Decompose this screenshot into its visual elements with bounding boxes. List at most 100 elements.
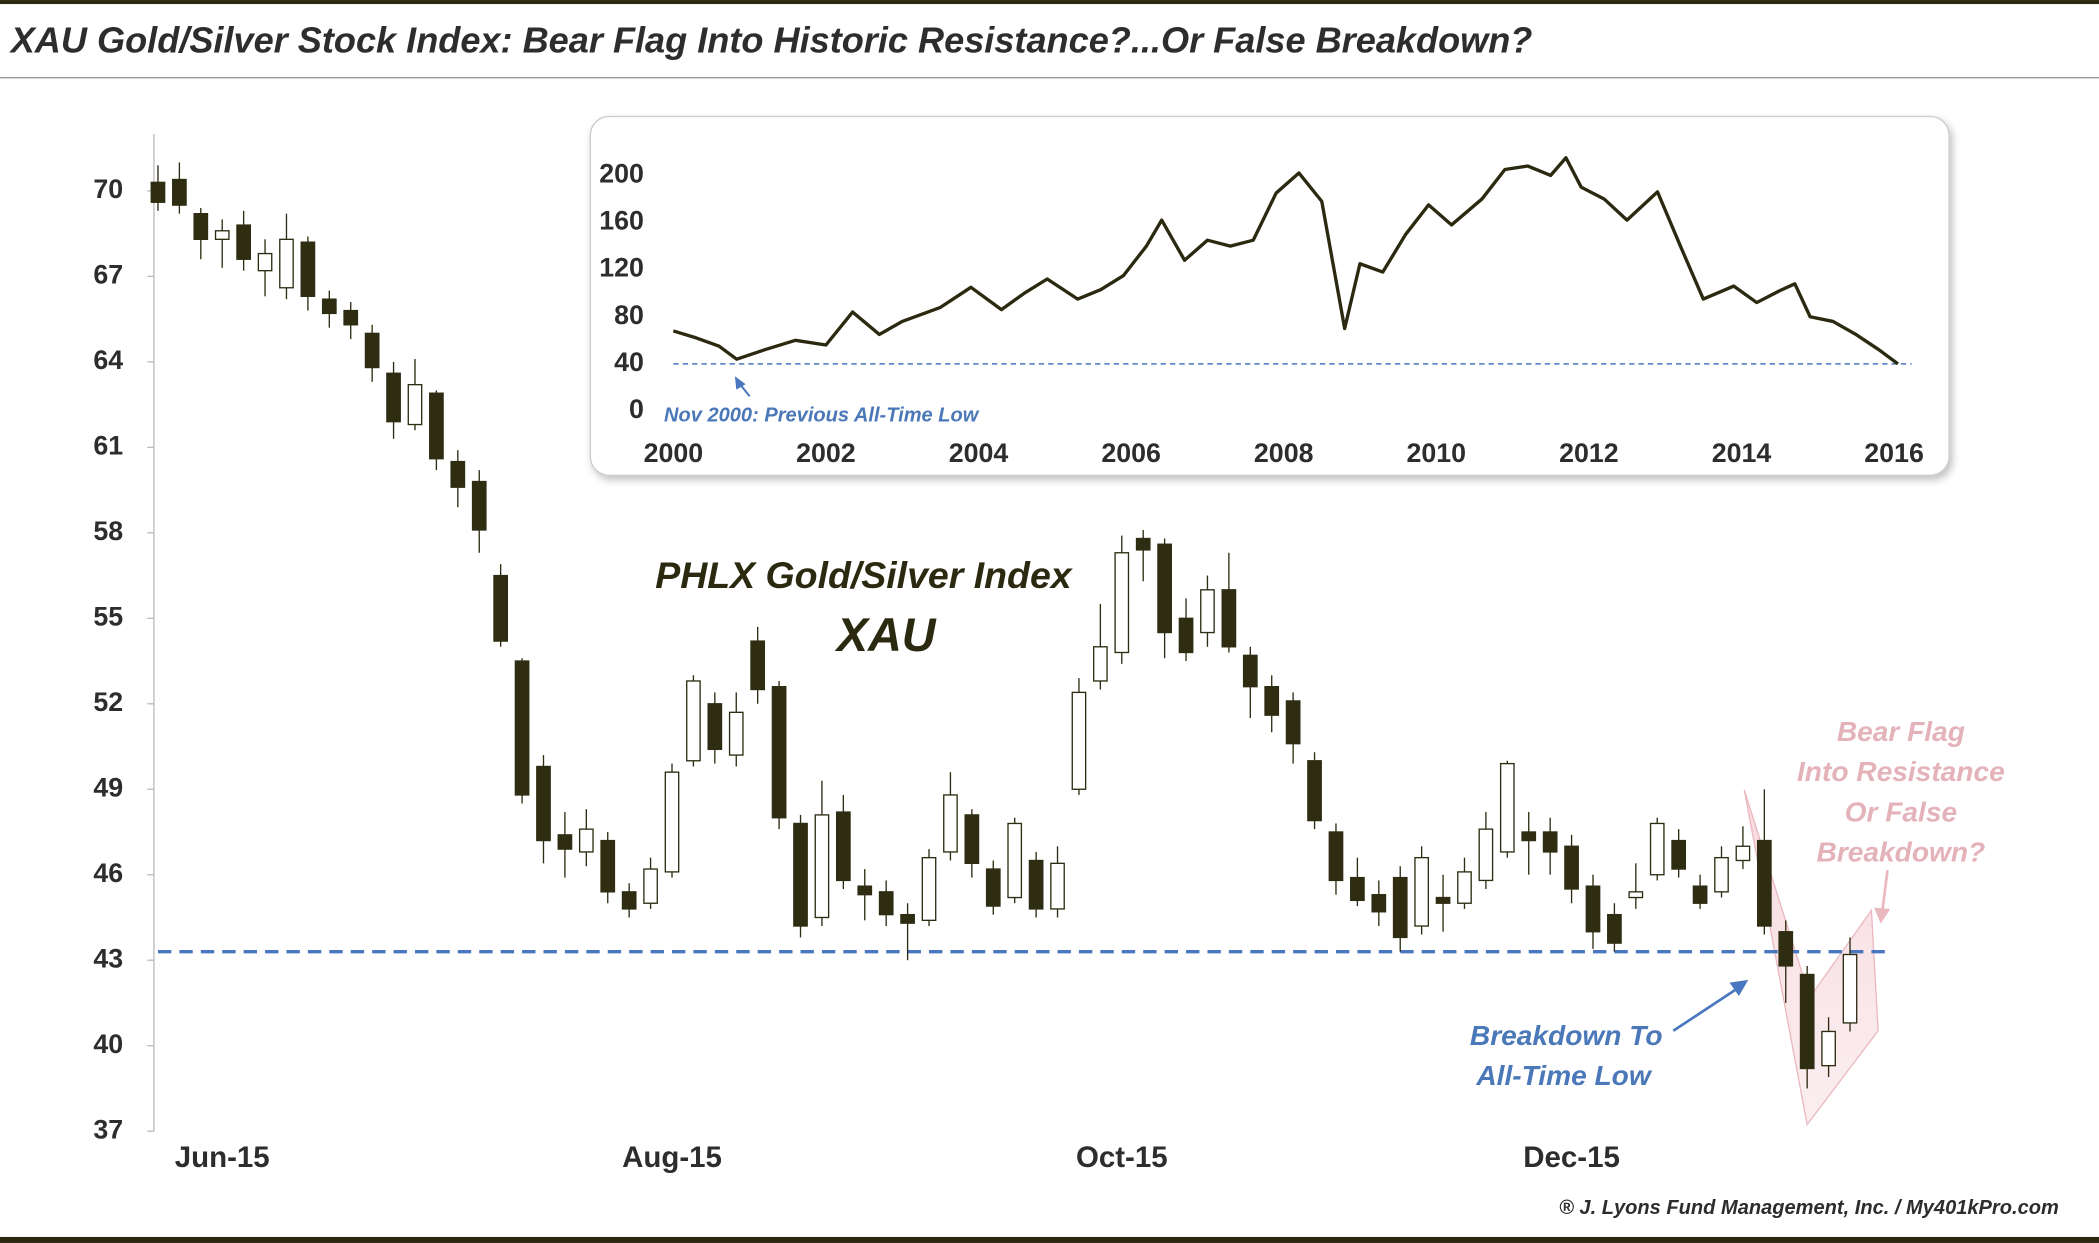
y-tick-label: 61 bbox=[93, 430, 123, 460]
y-tick-label: 120 bbox=[599, 253, 644, 283]
arrow bbox=[1880, 869, 1889, 914]
candle-body bbox=[407, 383, 423, 426]
candle-body bbox=[364, 332, 380, 369]
candle-body bbox=[985, 868, 1001, 907]
x-tick-label: 2006 bbox=[1101, 438, 1161, 468]
y-tick-label: 200 bbox=[599, 158, 644, 188]
candle-body bbox=[1714, 856, 1729, 893]
candle-body bbox=[857, 885, 873, 896]
y-tick-label: 80 bbox=[614, 300, 644, 330]
candle-body bbox=[493, 574, 509, 642]
candle-body bbox=[429, 392, 444, 460]
candle-body bbox=[1799, 973, 1815, 1070]
candle-body bbox=[450, 460, 466, 488]
candle-body bbox=[1649, 822, 1665, 876]
top-border bbox=[0, 0, 2099, 5]
candle-body bbox=[943, 794, 958, 853]
x-tick-label: 2010 bbox=[1407, 438, 1467, 468]
x-tick-label: 2000 bbox=[644, 438, 704, 468]
candle-body bbox=[1585, 885, 1601, 933]
candle-body bbox=[1285, 700, 1301, 745]
candle-body bbox=[536, 765, 551, 842]
candle-body bbox=[1735, 845, 1751, 862]
candle-body bbox=[835, 811, 851, 882]
annotation: All-Time Low bbox=[1475, 1060, 1653, 1091]
candle-body bbox=[1821, 1030, 1836, 1067]
candle-body bbox=[1778, 931, 1794, 967]
candle-body bbox=[771, 686, 787, 819]
candle-body bbox=[172, 178, 187, 206]
y-tick-label: 0 bbox=[629, 394, 644, 424]
candle-body bbox=[1542, 831, 1558, 853]
candle-body bbox=[1135, 537, 1151, 551]
annotation: Breakdown To bbox=[1470, 1020, 1663, 1051]
annotation: Into Resistance bbox=[1797, 756, 2005, 787]
arrow-head bbox=[1729, 979, 1749, 996]
bottom-border bbox=[0, 1236, 2099, 1243]
candle-body bbox=[1692, 885, 1708, 904]
candle-body bbox=[471, 480, 487, 531]
bear-flag-shape bbox=[1743, 789, 1879, 1127]
y-tick-label: 40 bbox=[614, 347, 644, 377]
candle-body bbox=[1564, 845, 1579, 890]
credit: ® J. Lyons Fund Management, Inc. / My401… bbox=[1559, 1197, 2059, 1219]
candle-body bbox=[1350, 876, 1365, 902]
arrow-head bbox=[734, 376, 746, 390]
candle-body bbox=[1756, 839, 1772, 927]
candle-body bbox=[1671, 839, 1687, 870]
x-tick-label: Jun-15 bbox=[175, 1141, 270, 1174]
candle-body bbox=[1028, 859, 1044, 910]
annotation: Nov 2000: Previous All-Time Low bbox=[664, 405, 980, 427]
arrow bbox=[1672, 985, 1741, 1032]
candle-body bbox=[1392, 876, 1408, 939]
main-plot: 37 40 43 46 49 52 55 58 61 64 67 70 Jun-15 Aug-15 Oct-… bbox=[93, 162, 2005, 1174]
x-tick-label: Aug-15 bbox=[622, 1141, 722, 1174]
candle-body bbox=[1478, 828, 1494, 882]
chart-subtitle: XAU bbox=[834, 609, 937, 661]
candle-body bbox=[1178, 617, 1194, 654]
inset-plot: 0 40 80 120 160 200 2000 2002 2004 2006 2008 2010 20… bbox=[599, 156, 1924, 468]
candle-body bbox=[1414, 856, 1430, 927]
candle-body bbox=[878, 891, 894, 916]
y-tick-label: 70 bbox=[93, 174, 123, 204]
candle-body bbox=[600, 839, 616, 893]
candle-body bbox=[1200, 589, 1215, 634]
candle-body bbox=[257, 252, 273, 272]
candle-body bbox=[279, 238, 294, 289]
y-tick-label: 52 bbox=[93, 687, 123, 717]
inset-frame bbox=[589, 115, 1950, 476]
candle-body bbox=[557, 834, 573, 850]
candle-body bbox=[1007, 822, 1023, 899]
y-tick-label: 160 bbox=[599, 206, 644, 236]
x-tick-label: Dec-15 bbox=[1523, 1141, 1620, 1174]
candle-body bbox=[514, 660, 530, 796]
y-tick-label: 37 bbox=[93, 1114, 123, 1144]
candle-body bbox=[300, 241, 316, 297]
annotation: Or False bbox=[1845, 796, 1958, 827]
candle-body bbox=[1371, 894, 1387, 913]
x-tick-label: 2012 bbox=[1559, 438, 1619, 468]
candle-body bbox=[1264, 686, 1280, 716]
candle-body bbox=[664, 771, 680, 873]
candle-body bbox=[900, 913, 915, 924]
candle-body bbox=[193, 213, 209, 240]
candle-body bbox=[386, 372, 401, 423]
candle-body bbox=[750, 640, 766, 691]
x-tick-label: 2016 bbox=[1864, 438, 1924, 468]
x-tick-label: 2014 bbox=[1712, 438, 1772, 468]
candle-body bbox=[686, 680, 701, 762]
chart-title: PHLX Gold/Silver Index bbox=[655, 554, 1074, 596]
candle-body bbox=[1435, 896, 1451, 904]
candle-body bbox=[1457, 871, 1472, 904]
candle-body bbox=[1842, 953, 1858, 1024]
y-tick-label: 46 bbox=[93, 858, 123, 888]
candle-body bbox=[1499, 762, 1515, 853]
x-tick-label: Oct-15 bbox=[1076, 1141, 1168, 1174]
candle-body bbox=[1071, 691, 1087, 790]
y-tick-label: 67 bbox=[93, 259, 123, 289]
candle-body bbox=[1607, 913, 1622, 944]
candle-body bbox=[1093, 646, 1108, 682]
y-tick-label: 58 bbox=[93, 516, 123, 546]
